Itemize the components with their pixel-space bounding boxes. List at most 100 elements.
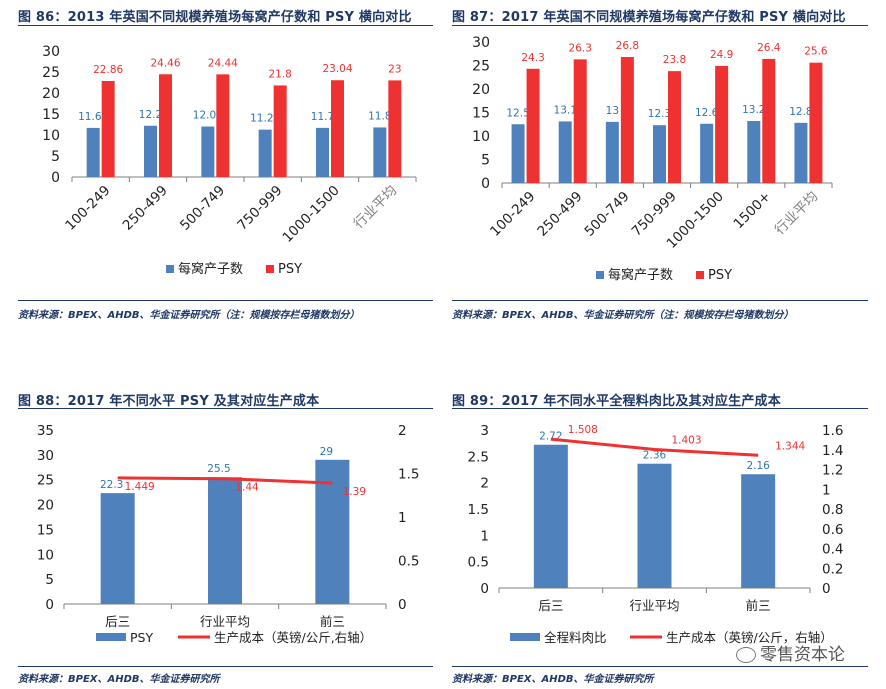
title-rule [452, 25, 868, 26]
x-tick-label: 100-249 [62, 183, 113, 234]
y-tick-label: 0 [480, 581, 489, 597]
y-tick-label: 0 [481, 176, 490, 192]
bar-psy [715, 65, 729, 183]
y-tick-label: 5 [51, 149, 60, 165]
cost-line [117, 476, 333, 485]
bar-data-label: 22.3 [100, 479, 123, 491]
y-tick-label: 0 [45, 597, 54, 613]
x-tick-label: 行业平均 [629, 598, 679, 613]
bar-litter [201, 126, 215, 177]
y-tick-label: 10 [472, 129, 490, 145]
y-tick-label: 5 [481, 153, 490, 169]
y-tick-label: 25 [472, 59, 490, 75]
bar [741, 474, 776, 588]
source-rule [452, 666, 868, 667]
y-tick-label: 25 [42, 65, 60, 81]
data-label: 12.8 [789, 106, 812, 118]
chart-title: 图 86：2013 年英国不同规模养殖场每窝产仔数和 PSY 横向对比 [18, 10, 412, 25]
bar-data-label: 2.36 [643, 450, 667, 462]
title-rule [18, 25, 433, 26]
chart-88: 0 5 10 15 20 25 30 35 0 0.5 1 1.5 2 22.3 25.5 29 1.449 1.… [37, 423, 420, 645]
bar-psy [668, 71, 681, 183]
x-tick-label: 后三 [538, 598, 563, 613]
y-tick-label: 15 [42, 107, 60, 123]
legend-swatch [166, 265, 174, 273]
x-tick-label: 行业平均 [200, 614, 250, 629]
y2-tick-label: 1.5 [398, 467, 419, 483]
y2-tick-label: 0.4 [822, 542, 843, 558]
y-tick-label: 0.5 [468, 555, 489, 571]
legend-label-line: 生产成本（英镑/公斤，右轴） [666, 630, 833, 645]
source-note: 资料来源：BPEX、AHDB、华金证券研究所 [18, 674, 220, 685]
data-label: 12.5 [506, 107, 529, 119]
data-label: 23 [388, 63, 401, 75]
y-tick-label: 15 [472, 106, 490, 122]
bar [637, 463, 672, 588]
legend-swatch [696, 271, 704, 279]
x-tick-label: 500-749 [177, 183, 228, 234]
y2-tick-label: 0.6 [822, 522, 843, 538]
bar-psy [273, 85, 287, 177]
data-label: 11.27 [250, 113, 280, 125]
data-label: 12.02 [193, 110, 223, 122]
y-tick-label: 5 [45, 572, 54, 588]
bar-psy [216, 74, 230, 177]
y-tick-label: 10 [37, 547, 54, 563]
source-note: 资料来源：BPEX、AHDB、华金证券研究所 [452, 674, 654, 685]
y-tick-label: 25 [37, 473, 54, 489]
bar-litter [511, 124, 525, 183]
legend-swatch-bar [96, 633, 126, 641]
data-label: 23.04 [322, 63, 352, 75]
cost-line [550, 437, 759, 457]
line-data-label: 1.44 [235, 482, 259, 494]
watermark: 零售资本论 [736, 640, 845, 665]
legend-label-line: 生产成本（英镑/公斤,右轴） [214, 630, 372, 645]
chart-title: 图 88：2017 年不同水平 PSY 及其对应生产成本 [18, 394, 320, 409]
y2-tick-label: 0.5 [398, 554, 419, 570]
y-tick-label: 1 [480, 528, 489, 544]
bar [208, 477, 242, 604]
bar-psy [620, 57, 634, 183]
chart-89: 00.511.522.5300.20.40.60.811.21.41.62.72… [468, 423, 844, 645]
x-tick-label: 后三 [105, 614, 130, 629]
chart-panel-87: 图 87：2017 年英国不同规模养殖场每窝产仔数和 PSY 横向对比 0 5 10… [452, 0, 868, 330]
line-data-label: 1.403 [671, 434, 701, 446]
data-label: 24.46 [150, 57, 180, 69]
title-rule [18, 408, 433, 409]
chart-panel-86: 图 86：2013 年英国不同规模养殖场每窝产仔数和 PSY 横向对比 0 5 10… [18, 0, 433, 330]
data-label: 23.8 [663, 54, 686, 66]
bar-data-label: 29 [320, 446, 333, 458]
x-tick-label: 250-499 [534, 189, 585, 240]
data-label: 24.3 [521, 52, 544, 64]
data-label: 26.8 [616, 40, 639, 52]
bar-psy [388, 80, 402, 177]
y2-tick-label: 0 [822, 581, 831, 597]
y2-tick-label: 1.2 [822, 463, 843, 479]
x-tick-label: 100-249 [487, 189, 538, 240]
legend-swatch-bar [510, 633, 540, 641]
bar-litter [258, 129, 272, 177]
bar-litter [373, 127, 387, 177]
data-label: 13 [606, 105, 619, 117]
data-label: 13.2 [742, 104, 765, 116]
data-label: 24.44 [208, 57, 238, 69]
data-label: 22.86 [93, 64, 123, 76]
bar-litter [653, 125, 666, 183]
y-tick-label: 35 [37, 423, 54, 439]
y2-tick-label: 1 [398, 510, 407, 526]
legend-swatch [266, 265, 274, 273]
y2-tick-label: 1 [822, 482, 831, 498]
data-label: 24.9 [710, 49, 733, 61]
line-data-label: 1.39 [343, 486, 366, 498]
bar [100, 493, 135, 604]
y2-tick-label: 0 [398, 597, 407, 613]
data-label: 13.1 [554, 104, 577, 116]
x-tick-label: 500-749 [581, 189, 632, 240]
chart-86: 0 5 10 15 20 25 30 11.69 12.2 12.02 11.27 11.7 11.8 2… [42, 44, 417, 277]
x-tick-label: 1000-1500 [279, 183, 342, 246]
bar-psy [159, 74, 172, 177]
legend-label-bar: 全程料肉比 [544, 630, 607, 645]
y2-tick-label: 0.8 [822, 502, 843, 518]
chart-panel-88: 图 88：2017 年不同水平 PSY 及其对应生产成本 0 5 10 15 20 25 3… [18, 383, 433, 689]
data-label: 26.3 [569, 42, 592, 54]
